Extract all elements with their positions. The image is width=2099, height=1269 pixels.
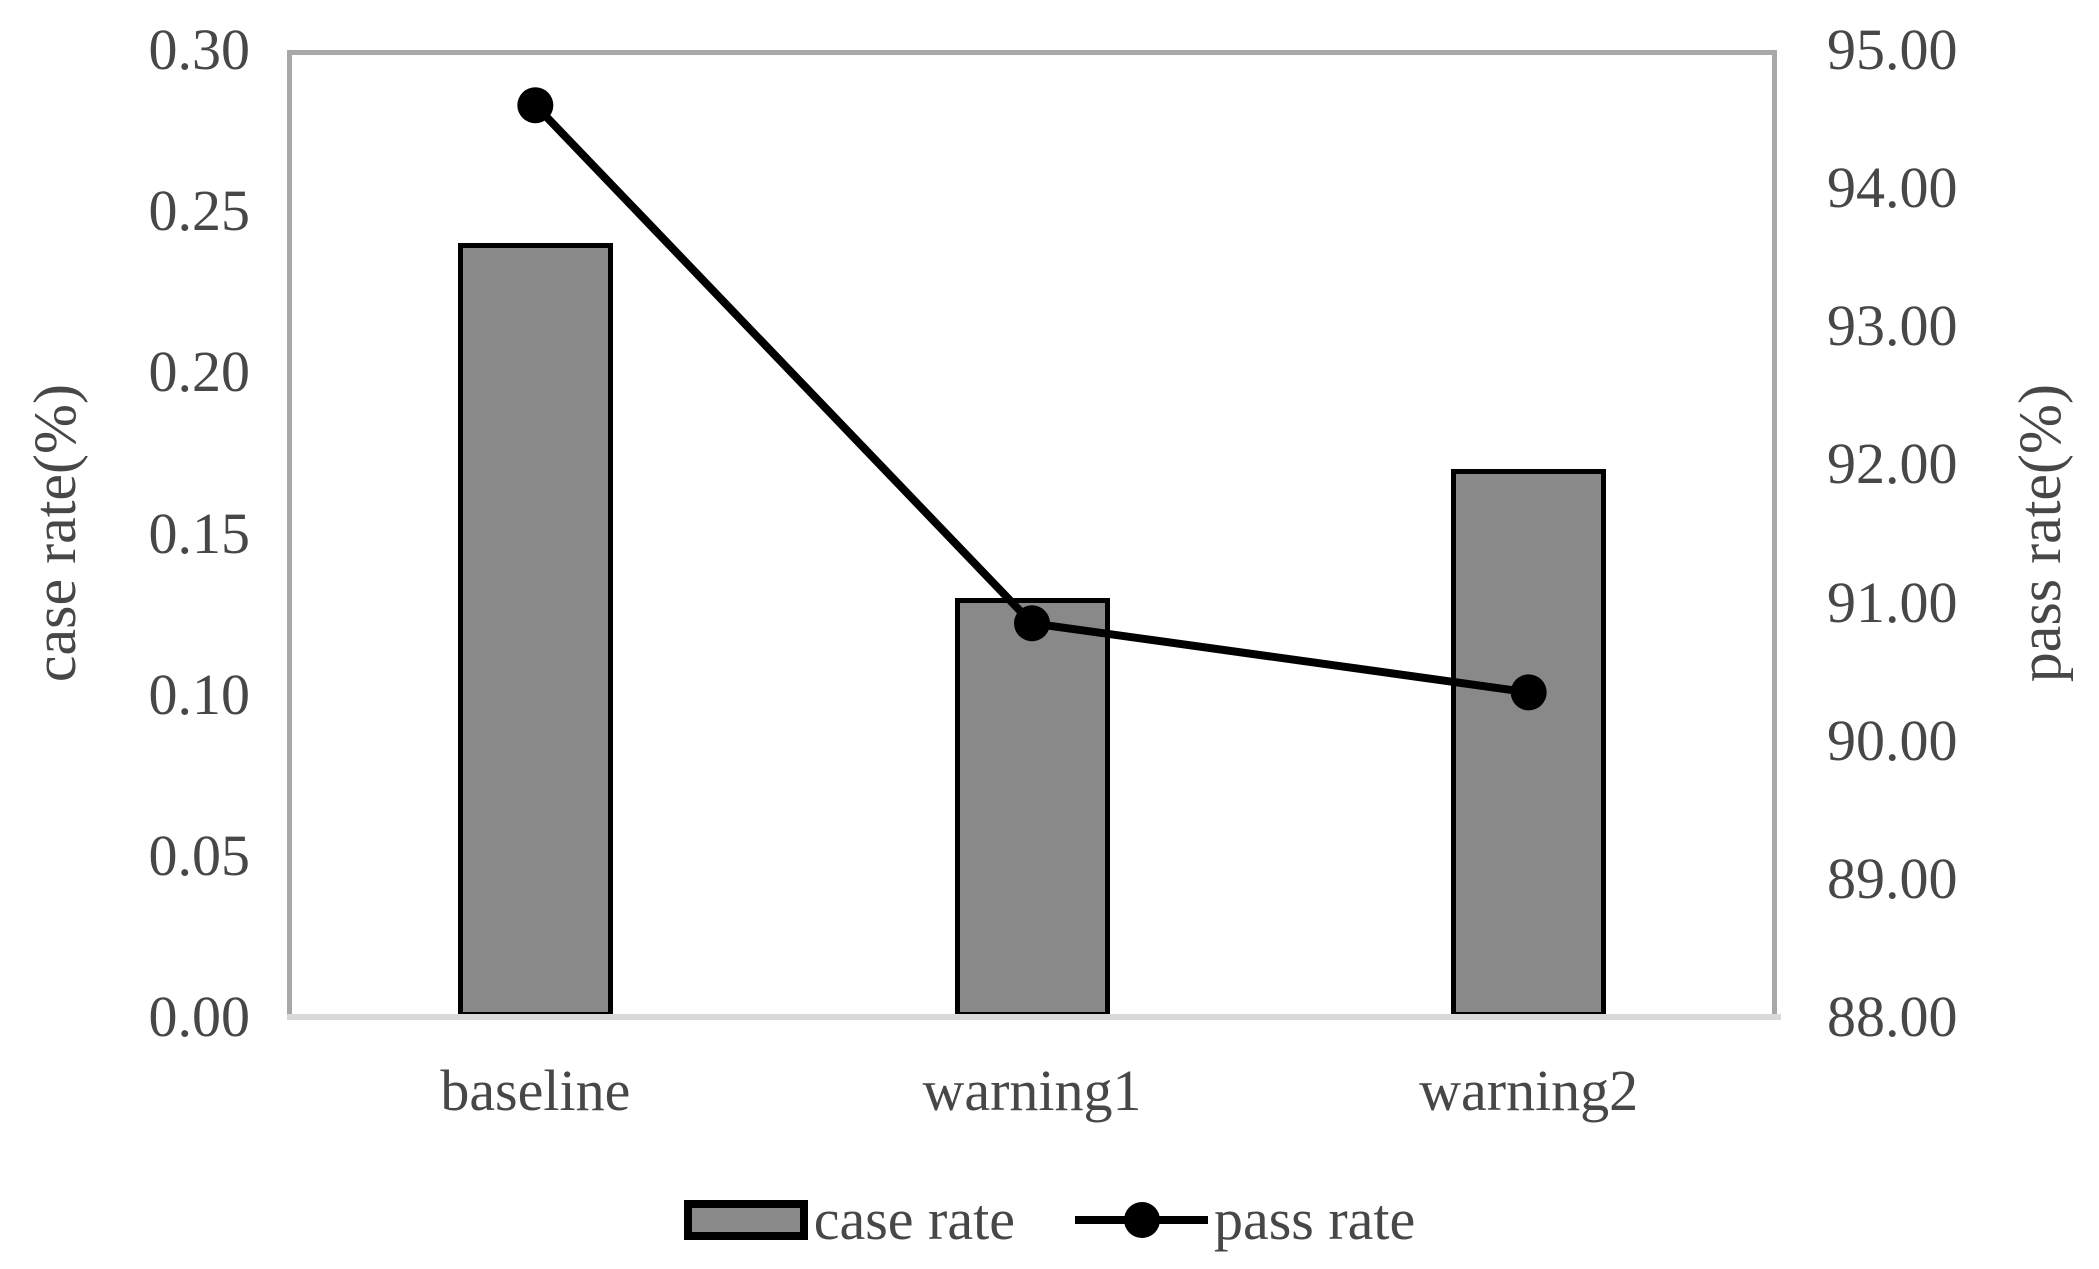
bar-warning2 xyxy=(1451,469,1607,1017)
data-point-baseline xyxy=(517,87,554,124)
right-axis-tick-label: 95.00 xyxy=(1827,17,1958,82)
x-axis-category-label: baseline xyxy=(440,1058,631,1123)
right-axis-tick-label: 93.00 xyxy=(1827,293,1958,359)
legend-item-case-rate: case rate xyxy=(683,1187,1015,1252)
legend: case rate pass rate xyxy=(0,1188,2099,1252)
data-point-warning1 xyxy=(1014,605,1050,642)
line-marker-icon xyxy=(1074,1200,1208,1240)
right-axis-tick-label: 94.00 xyxy=(1827,155,1958,221)
right-axis-tick-label: 92.00 xyxy=(1827,431,1958,497)
x-axis-line xyxy=(287,1014,1781,1020)
pass-rate-line xyxy=(532,102,1530,697)
line-marker-dot xyxy=(1123,1202,1160,1238)
right-axis-tick-label: 90.00 xyxy=(1827,707,1958,773)
x-axis-category-label: warning1 xyxy=(922,1058,1142,1123)
left-axis-tick-label: 0.05 xyxy=(148,822,251,888)
right-axis-tick-label: 88.00 xyxy=(1827,984,1958,1049)
bar-swatch-icon xyxy=(683,1200,808,1240)
bar-warning1 xyxy=(954,597,1110,1017)
left-axis-tick-label: 0.10 xyxy=(148,661,251,727)
left-axis-tick-label: 0.20 xyxy=(148,339,251,405)
left-axis-tick-label: 0.00 xyxy=(148,984,251,1049)
bar-baseline xyxy=(457,243,613,1017)
legend-label-pass-rate: pass rate xyxy=(1213,1187,1416,1252)
data-point-warning2 xyxy=(1510,674,1547,711)
x-axis-category-label: warning2 xyxy=(1419,1058,1639,1123)
right-axis-tick-label: 89.00 xyxy=(1827,845,1958,911)
left-axis-tick-label: 0.30 xyxy=(148,17,251,82)
legend-label-case-rate: case rate xyxy=(813,1187,1015,1252)
legend-item-pass-rate: pass rate xyxy=(1074,1187,1416,1252)
left-axis-tick-label: 0.25 xyxy=(148,178,251,244)
right-axis-tick-label: 91.00 xyxy=(1827,569,1958,635)
left-axis-tick-label: 0.15 xyxy=(148,500,251,566)
